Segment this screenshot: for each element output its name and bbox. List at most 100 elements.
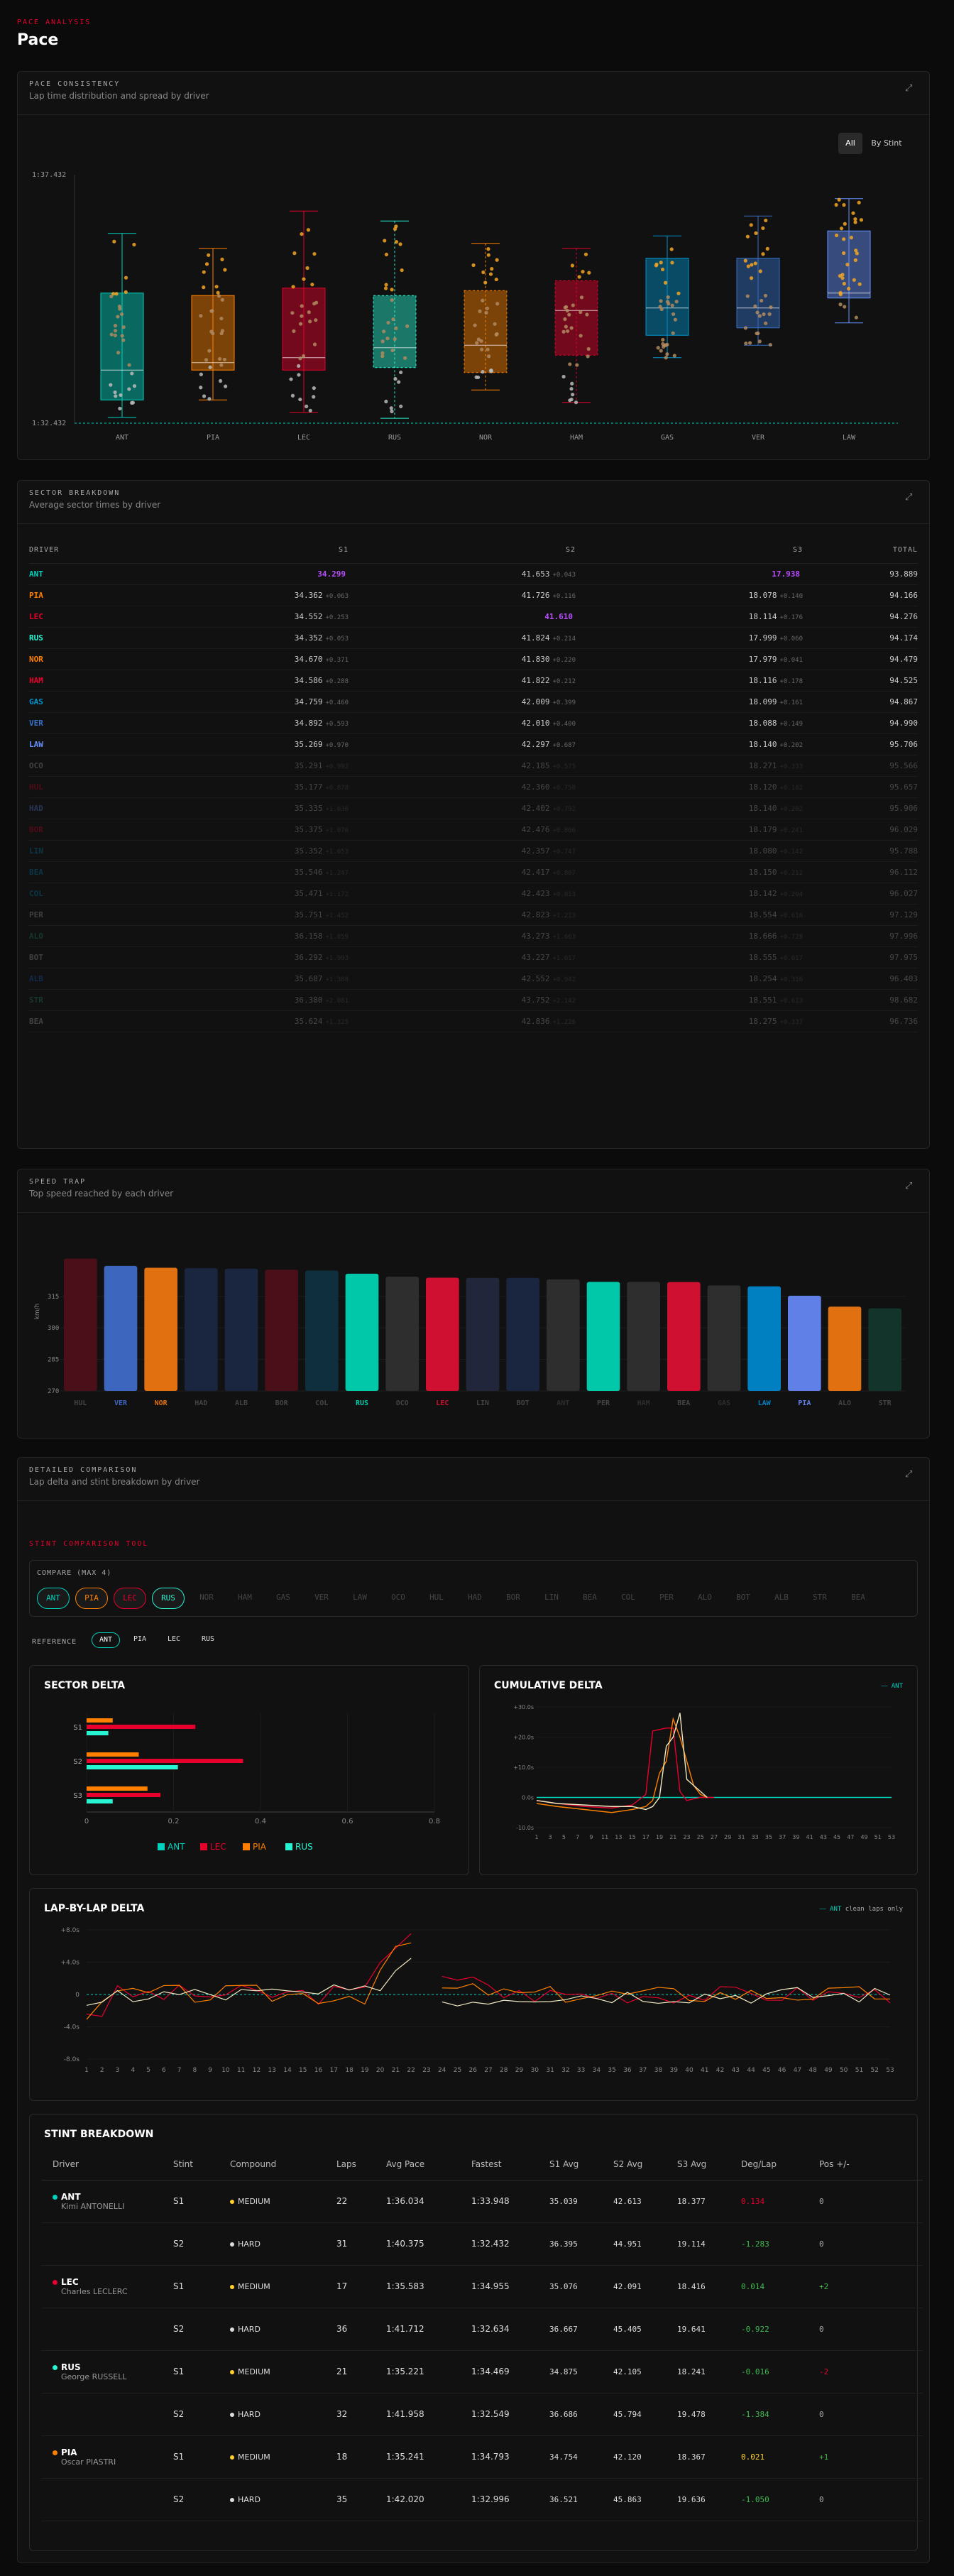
- sector-row[interactable]: STR 36.380 +2.081 43.752 +2.142 18.551 +0.613 9…: [29, 989, 918, 1011]
- reference-chip[interactable]: LEC: [167, 1635, 181, 1643]
- stint-col-header[interactable]: Fastest: [471, 2149, 549, 2181]
- stint-row[interactable]: PIA Oscar PIASTRI S1 MEDIUM 18 1:35.241 1:34.7…: [41, 2435, 923, 2479]
- reference-chip[interactable]: PIA: [133, 1635, 147, 1643]
- stint-row[interactable]: S2 HARD 35 1:42.020 1:32.996 36.521 45.863 19.6…: [41, 2478, 923, 2521]
- driver-color-dot: [53, 2450, 57, 2455]
- stint-table: Driver Stint Compound Laps Avg Pace Fastest S1…: [41, 2149, 923, 2521]
- stint-row[interactable]: RUS George RUSSELL S1 MEDIUM 21 1:35.221 1:34.…: [41, 2350, 923, 2394]
- value: 42.357: [521, 846, 550, 856]
- driver-chip[interactable]: RUS: [152, 1588, 185, 1609]
- driver-chip[interactable]: VER: [314, 1593, 329, 1602]
- col-s2[interactable]: S2: [349, 537, 576, 564]
- stint-cell: 1:40.375: [386, 2222, 471, 2266]
- expand-icon[interactable]: ⤢: [905, 1469, 913, 1480]
- sector-row[interactable]: BEA 35.624 +1.325 42.836 +1.226 18.275 +0.337 9…: [29, 1010, 918, 1032]
- stint-col-header[interactable]: Avg Pace: [386, 2149, 471, 2181]
- delta: +0.060: [779, 635, 803, 643]
- stint-col-header[interactable]: Stint: [173, 2149, 230, 2181]
- sector-row[interactable]: PIA 34.362 +0.063 41.726 +0.116 18.078 +0.140 9…: [29, 584, 918, 606]
- driver-chip[interactable]: HAM: [238, 1593, 252, 1602]
- toggle-by-stint-button[interactable]: By Stint: [871, 138, 902, 148]
- stint-col-header[interactable]: Deg/Lap: [741, 2149, 819, 2181]
- sector-row[interactable]: HAM 34.586 +0.288 41.822 +0.212 18.116 +0.178 9…: [29, 670, 918, 692]
- driver-chip[interactable]: PER: [659, 1593, 674, 1602]
- sector-value: 42.360 +0.750: [349, 776, 576, 798]
- stint-col-header[interactable]: Driver: [41, 2149, 173, 2181]
- stint-col-header[interactable]: S3 Avg: [677, 2149, 741, 2181]
- reference-chip[interactable]: RUS: [201, 1635, 215, 1643]
- stint-col-header[interactable]: Laps: [336, 2149, 386, 2181]
- sector-row[interactable]: ANT 34.299 41.653 +0.043 17.938 93.889: [29, 563, 918, 585]
- driver-chip[interactable]: OCO: [391, 1593, 405, 1602]
- driver-chip[interactable]: ALB: [774, 1593, 789, 1602]
- driver-chip[interactable]: LEC: [114, 1588, 146, 1609]
- sector-row[interactable]: BEA 35.546 +1.247 42.417 +0.807 18.150 +0.212 9…: [29, 861, 918, 883]
- lap-point: [109, 294, 114, 299]
- sector-row[interactable]: LAW 35.269 +0.970 42.297 +0.687 18.140 +0.202 9…: [29, 733, 918, 755]
- driver-chip[interactable]: ALO: [698, 1593, 712, 1602]
- stint-row[interactable]: ANT Kimi ANTONELLI S1 MEDIUM 22 1:36.034 1:33.…: [41, 2180, 923, 2223]
- sector-row[interactable]: HUL 35.177 +0.878 42.360 +0.750 18.120 +0.182 9…: [29, 776, 918, 798]
- stint-col-header[interactable]: S2 Avg: [613, 2149, 677, 2181]
- stint-value: 19.478: [677, 2410, 706, 2419]
- y-tick-label: +20.0s: [513, 1735, 534, 1741]
- delta: +0.214: [552, 635, 576, 643]
- sector-row[interactable]: GAS 34.759 +0.460 42.009 +0.399 18.099 +0.161 9…: [29, 691, 918, 713]
- value: 18.099: [748, 697, 777, 706]
- sector-row[interactable]: RUS 34.352 +0.053 41.824 +0.214 17.999 +0.060 9…: [29, 627, 918, 649]
- sector-row[interactable]: ALO 36.158 +1.859 43.273 +1.663 18.666 +0.728 9…: [29, 925, 918, 947]
- sector-row[interactable]: NOR 34.670 +0.371 41.830 +0.220 17.979 +0.041 9…: [29, 648, 918, 670]
- stint-col-header[interactable]: Compound: [230, 2149, 336, 2181]
- driver-chip[interactable]: HAD: [468, 1593, 482, 1602]
- sector-row[interactable]: LIN 35.352 +1.053 42.357 +0.747 18.080 +0.142 9…: [29, 840, 918, 862]
- sector-row[interactable]: BOR 35.375 +1.076 42.476 +0.866 18.179 +0.241 9…: [29, 819, 918, 841]
- x-tick-label: RUS: [356, 1399, 368, 1407]
- stint-value: 36: [336, 2324, 348, 2334]
- expand-icon[interactable]: ⤢: [905, 1181, 913, 1191]
- driver-chip[interactable]: GAS: [276, 1593, 290, 1602]
- driver-chip[interactable]: BOR: [506, 1593, 520, 1602]
- driver-chip[interactable]: BOT: [736, 1593, 750, 1602]
- stint-row[interactable]: S2 HARD 36 1:41.712 1:32.634 36.667 45.405 19.6…: [41, 2308, 923, 2351]
- sector-value: 18.099 +0.161: [576, 691, 803, 713]
- driver-chip[interactable]: NOR: [199, 1593, 214, 1602]
- sector-row[interactable]: OCO 35.291 +0.992 42.185 +0.575 18.271 +0.333 9…: [29, 755, 918, 777]
- col-total[interactable]: TOTAL: [803, 537, 918, 564]
- stint-row[interactable]: LEC Charles LECLERC S1 MEDIUM 17 1:35.583 1:34…: [41, 2265, 923, 2308]
- value: OCO: [29, 760, 43, 770]
- driver-chip[interactable]: LAW: [353, 1593, 367, 1602]
- expand-icon[interactable]: ⤢: [905, 83, 913, 94]
- col-s3[interactable]: S3: [576, 537, 803, 564]
- col-s1[interactable]: S1: [171, 537, 349, 564]
- driver-chip[interactable]: LIN: [544, 1593, 559, 1602]
- sector-row[interactable]: PER 35.751 +1.452 42.823 +1.213 18.554 +0.616 9…: [29, 904, 918, 926]
- sector-row[interactable]: LEC 34.552 +0.253 41.610 18.114 +0.176 94.276: [29, 606, 918, 628]
- driver-chip[interactable]: BEA: [851, 1593, 865, 1602]
- stint-row[interactable]: S2 HARD 32 1:41.958 1:32.549 36.686 45.794 19.4…: [41, 2393, 923, 2436]
- stint-col-header[interactable]: Pos +/-: [819, 2149, 923, 2181]
- driver-chip[interactable]: HUL: [429, 1593, 444, 1602]
- col-driver[interactable]: DRIVER: [29, 537, 171, 564]
- sector-row[interactable]: VER 34.892 +0.593 42.010 +0.400 18.088 +0.149 9…: [29, 712, 918, 734]
- lap-point: [394, 326, 398, 330]
- sector-row[interactable]: BOT 36.292 +1.993 43.227 +1.617 18.555 +0.617 9…: [29, 946, 918, 968]
- lap-point: [494, 277, 498, 282]
- sector-row[interactable]: COL 35.471 +1.172 42.423 +0.813 18.142 +0.204 9…: [29, 883, 918, 905]
- driver-chip[interactable]: ANT: [37, 1588, 70, 1609]
- box-GAS: GAS: [645, 235, 689, 442]
- driver-chip[interactable]: COL: [621, 1593, 635, 1602]
- stint-col-header[interactable]: S1 Avg: [549, 2149, 613, 2181]
- expand-icon[interactable]: ⤢: [905, 492, 913, 503]
- sector-row[interactable]: HAD 35.335 +1.036 42.402 +0.792 18.140 +0.202 9…: [29, 797, 918, 819]
- toggle-all-button[interactable]: All: [838, 133, 862, 154]
- driver-chip[interactable]: BEA: [583, 1593, 597, 1602]
- sector-row[interactable]: ALB 35.687 +1.388 42.552 +0.942 18.254 +0.316 9…: [29, 968, 918, 990]
- x-tick-label: 18: [345, 2067, 353, 2074]
- driver-chip[interactable]: PIA: [75, 1588, 108, 1609]
- stint-value: 42.105: [613, 2367, 642, 2376]
- stint-row[interactable]: S2 HARD 31 1:40.375 1:32.432 36.395 44.951 19.1…: [41, 2222, 923, 2266]
- driver-chip[interactable]: STR: [813, 1593, 827, 1602]
- sector-breakdown-card: SECTOR BREAKDOWN Average sector times by…: [17, 480, 930, 1149]
- reference-chip[interactable]: ANT: [92, 1632, 120, 1648]
- lap-point: [661, 337, 665, 342]
